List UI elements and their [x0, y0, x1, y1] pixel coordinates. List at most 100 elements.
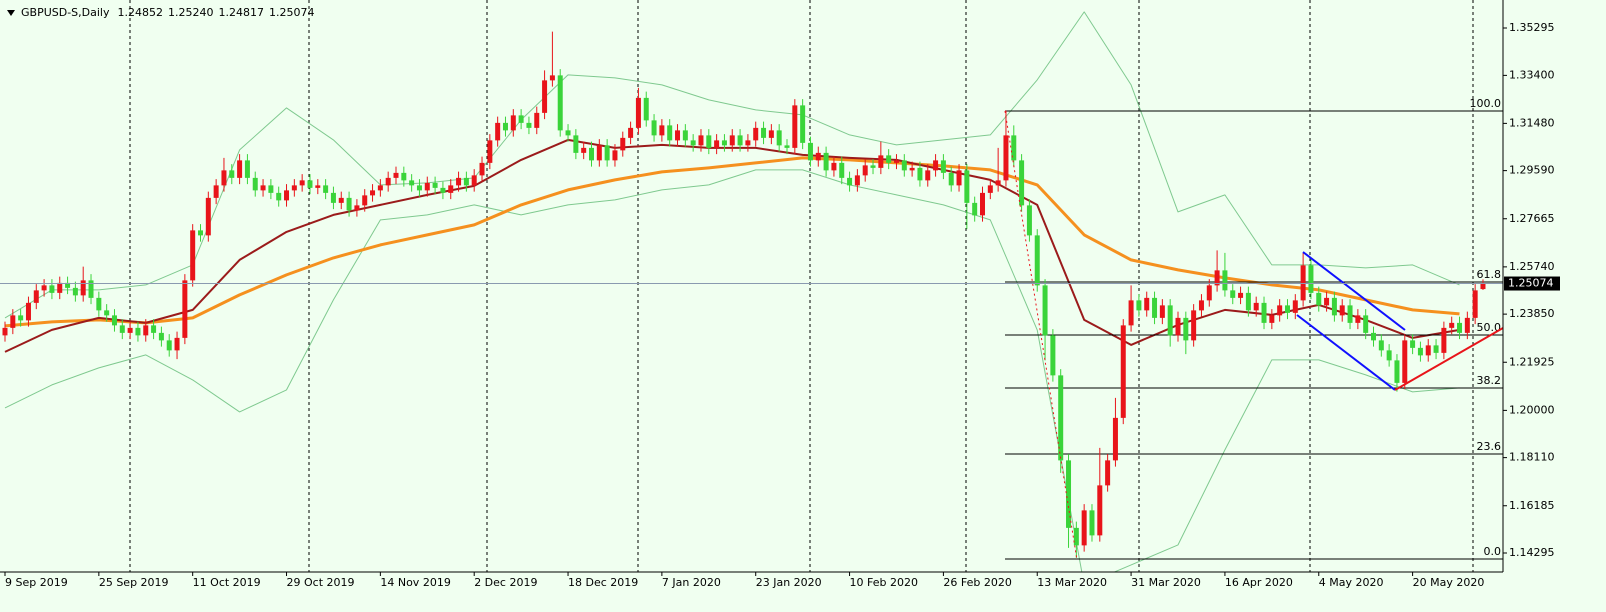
candle-body [917, 167, 923, 181]
candle-body [252, 177, 258, 191]
candle-body [119, 325, 125, 333]
open-value: 1.24852 [118, 6, 164, 19]
x-tick-label: 16 Apr 2020 [1225, 576, 1293, 589]
candle-body [784, 145, 790, 148]
candle-body [893, 160, 899, 163]
candle-body [729, 135, 735, 146]
candle-body [933, 160, 939, 171]
candle-body [182, 280, 188, 338]
candle-body [862, 165, 868, 176]
candle-body [956, 170, 962, 186]
candle-body [635, 97, 641, 128]
candle-body [1042, 285, 1048, 336]
indicator-line [4, 11, 1460, 319]
menu-arrow[interactable] [7, 10, 15, 16]
candle-body [502, 122, 508, 131]
candle-body [456, 177, 462, 186]
y-tick-label: 1.25740 [1509, 260, 1555, 273]
candle-body [213, 185, 219, 198]
x-tick-label: 18 Dec 2019 [568, 576, 638, 589]
candle-body [1464, 317, 1470, 333]
candle-body [839, 162, 845, 178]
channel-upper [1302, 251, 1406, 331]
candle-body [244, 160, 250, 178]
candle-body [714, 140, 720, 148]
candle-body [596, 145, 602, 161]
candle-body [18, 315, 24, 321]
candle-body [448, 185, 454, 193]
candle-body [1417, 347, 1423, 356]
candle-body [330, 192, 336, 203]
candle-body [1159, 305, 1165, 318]
candle-body [284, 190, 290, 201]
y-tick-label: 1.16185 [1509, 499, 1555, 512]
y-tick-label: 1.35295 [1509, 21, 1555, 34]
y-tick-label: 1.14295 [1509, 546, 1555, 559]
candle-body [65, 282, 71, 288]
fib-trend [1004, 110, 1078, 561]
candle-body [557, 75, 563, 131]
candle-body [768, 130, 774, 138]
candle-body [1191, 310, 1197, 341]
indicator-line [4, 169, 1460, 572]
candle-body [416, 185, 422, 191]
candle-body [1402, 340, 1408, 383]
candles [2, 31, 1486, 558]
candle-body [526, 122, 532, 128]
high-value: 1.25240 [168, 6, 214, 19]
candle-body [1457, 322, 1463, 333]
candle-body [573, 135, 579, 153]
candle-body [96, 297, 102, 311]
candle-body [1206, 285, 1212, 301]
candle-body [1230, 290, 1236, 298]
candle-body [901, 160, 907, 171]
candle-body [346, 197, 352, 211]
candle-body [1308, 265, 1314, 293]
fib-label: 0.0 [1484, 545, 1502, 558]
fibonacci: 100.0 61.8 50.0 38.2 23.6 0.0 [1005, 97, 1503, 560]
candle-body [1222, 270, 1228, 291]
candle-body [737, 135, 743, 146]
y-tick-label: 1.21925 [1509, 355, 1555, 368]
candle-body [589, 147, 594, 161]
candle-body [1433, 345, 1439, 353]
candle-body [385, 177, 391, 186]
candle-body [1339, 305, 1345, 316]
candle-body [1011, 135, 1017, 161]
candle-body [510, 115, 516, 131]
candle-body [1253, 302, 1259, 311]
close-value: 1.25074 [269, 6, 315, 19]
candle-body [792, 105, 798, 148]
candle-body [1425, 345, 1431, 356]
candle-body [909, 167, 915, 171]
x-tick-label: 31 Mar 2020 [1131, 576, 1201, 589]
x-tick-label: 4 May 2020 [1319, 576, 1384, 589]
candle-body [495, 122, 501, 141]
candle-body [41, 285, 47, 291]
candle-body [205, 197, 211, 236]
candle-body [1371, 332, 1376, 341]
candle-body [276, 192, 282, 201]
candle-body [542, 80, 548, 113]
candle-body [1003, 135, 1009, 181]
candle-body [1128, 300, 1134, 326]
candle-body [57, 282, 63, 293]
candle-body [221, 170, 227, 186]
candle-body [1284, 305, 1290, 313]
candle-body [1269, 315, 1275, 323]
candle-body [88, 280, 94, 298]
candle-body [229, 170, 235, 178]
candle-body [268, 185, 274, 193]
candle-body [995, 180, 1001, 186]
candle-body [237, 160, 243, 178]
candle-body [753, 127, 759, 141]
x-tick-label: 23 Jan 2020 [756, 576, 822, 589]
candle-body [440, 187, 446, 193]
candle-body [565, 130, 571, 136]
x-tick-label: 13 Mar 2020 [1037, 576, 1107, 589]
candle-body [1198, 300, 1204, 311]
x-tick-label: 9 Sep 2019 [5, 576, 68, 589]
candle-body [190, 230, 196, 281]
candle-body [1019, 160, 1025, 206]
